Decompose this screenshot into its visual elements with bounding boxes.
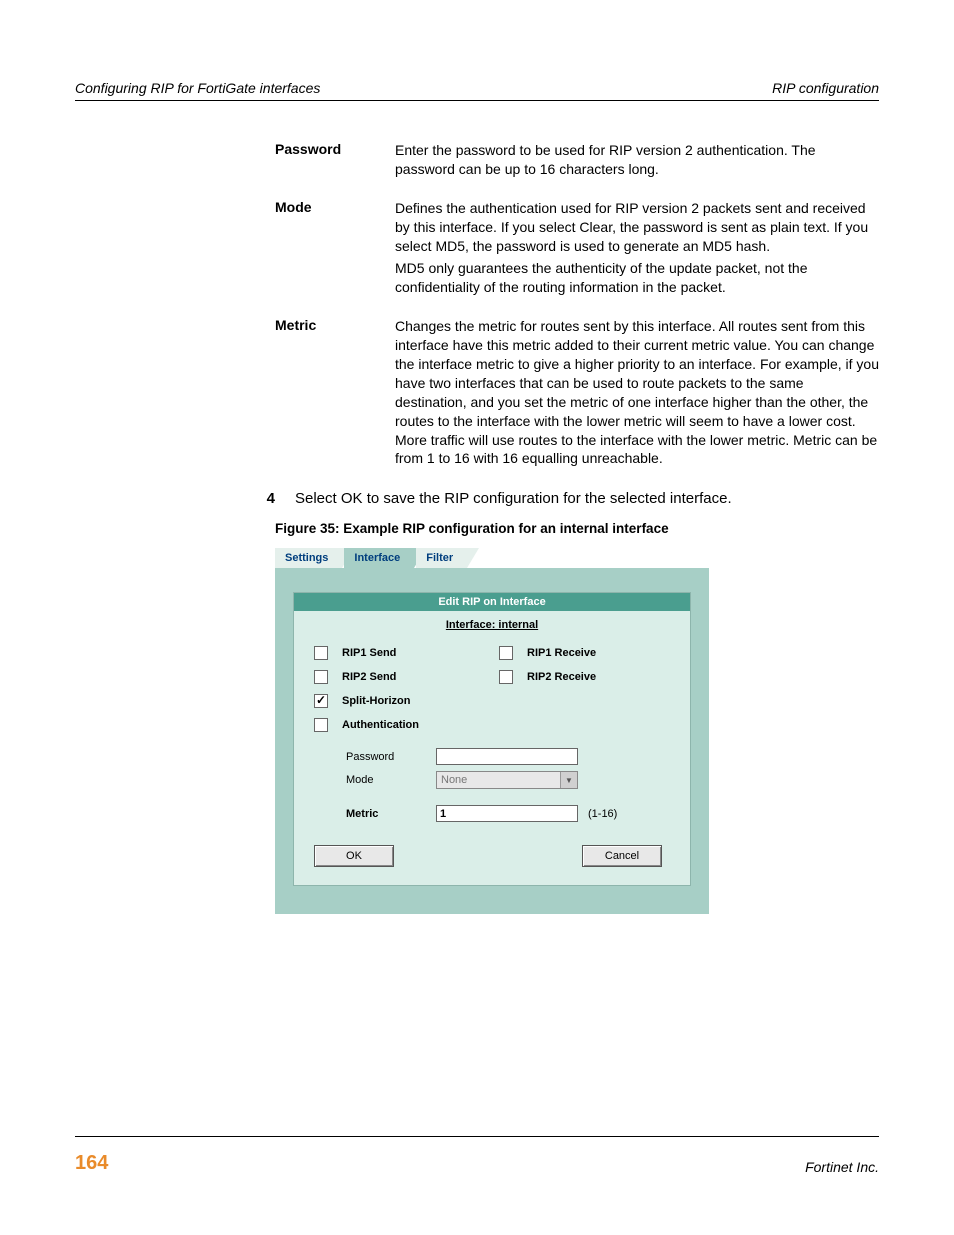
checkbox-authentication[interactable]	[314, 718, 328, 732]
metric-hint: (1-16)	[588, 808, 617, 820]
checkbox-rip1-receive[interactable]	[499, 646, 513, 660]
label-rip2-send: RIP2 Send	[342, 671, 396, 683]
def-key-password: Password	[275, 141, 395, 183]
header-right: RIP configuration	[772, 80, 879, 96]
figure-caption: Figure 35: Example RIP configuration for…	[275, 521, 879, 536]
mode-select[interactable]: None ▼	[436, 771, 578, 789]
def-para: Changes the metric for routes sent by th…	[395, 317, 879, 468]
label-rip1-send: RIP1 Send	[342, 647, 396, 659]
def-para: MD5 only guarantees the authenticity of …	[395, 259, 879, 297]
ok-button[interactable]: OK	[314, 845, 394, 867]
password-input[interactable]	[436, 748, 578, 765]
interface-label: Interface: internal	[294, 611, 690, 641]
def-para: Enter the password to be used for RIP ve…	[395, 141, 879, 179]
checkbox-rip2-send[interactable]	[314, 670, 328, 684]
password-label: Password	[346, 751, 436, 763]
company-name: Fortinet Inc.	[805, 1159, 879, 1175]
cancel-button[interactable]: Cancel	[582, 845, 662, 867]
label-rip2-receive: RIP2 Receive	[527, 671, 596, 683]
metric-input[interactable]	[436, 805, 578, 822]
step-text: Select OK to save the RIP configuration …	[295, 490, 732, 507]
metric-label: Metric	[346, 808, 436, 820]
definitions-table: Password Enter the password to be used f…	[275, 141, 879, 472]
def-key-metric: Metric	[275, 317, 395, 472]
rip-config-figure: Settings Interface Filter Edit RIP on In…	[275, 548, 709, 914]
checkbox-rip1-send[interactable]	[314, 646, 328, 660]
header-left: Configuring RIP for FortiGate interfaces	[75, 80, 320, 96]
label-authentication: Authentication	[342, 719, 419, 731]
label-split-horizon: Split-Horizon	[342, 695, 410, 707]
def-val-metric: Changes the metric for routes sent by th…	[395, 317, 879, 472]
label-rip1-receive: RIP1 Receive	[527, 647, 596, 659]
checkbox-rip2-receive[interactable]	[499, 670, 513, 684]
def-val-password: Enter the password to be used for RIP ve…	[395, 141, 879, 183]
mode-selected-value: None	[441, 774, 467, 786]
mode-label: Mode	[346, 774, 436, 786]
tab-interface[interactable]: Interface	[344, 548, 414, 568]
edit-rip-panel: Edit RIP on Interface Interface: interna…	[293, 592, 691, 886]
header-rule	[75, 100, 879, 101]
tab-filter[interactable]: Filter	[416, 548, 467, 568]
tab-bar: Settings Interface Filter	[275, 548, 709, 568]
def-val-mode: Defines the authentication used for RIP …	[395, 199, 879, 301]
tab-settings[interactable]: Settings	[275, 548, 342, 568]
checkbox-split-horizon[interactable]	[314, 694, 328, 708]
page-number: 164	[75, 1152, 108, 1175]
footer-rule	[75, 1136, 879, 1137]
step-number: 4	[229, 490, 275, 507]
chevron-down-icon: ▼	[560, 772, 577, 788]
def-para: Defines the authentication used for RIP …	[395, 199, 879, 256]
def-key-mode: Mode	[275, 199, 395, 301]
panel-title: Edit RIP on Interface	[294, 593, 690, 611]
